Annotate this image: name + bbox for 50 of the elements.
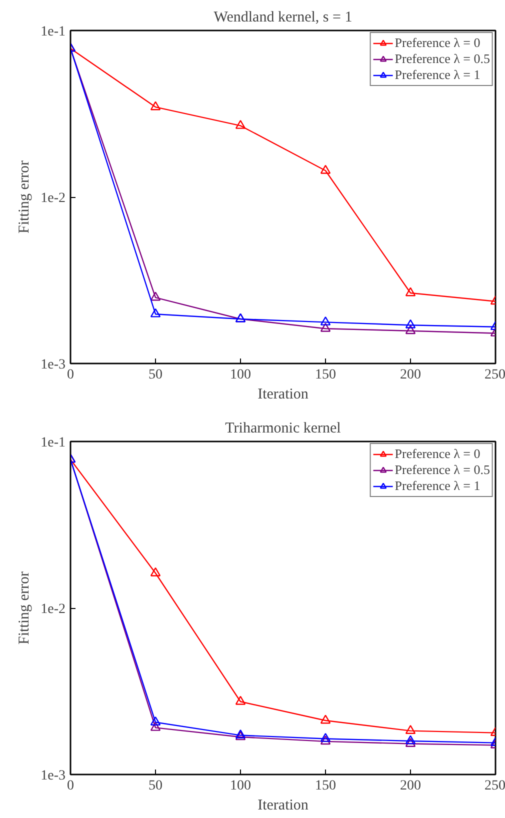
y-tick-label: 1e-3 [40, 358, 66, 372]
y-tick-label: 1e-1 [40, 436, 66, 450]
legend-label: Preference λ = 0 [394, 446, 480, 462]
point [150, 101, 161, 110]
x-tick-label: 50 [148, 778, 162, 794]
x-tick-label: 150 [315, 368, 336, 382]
point [405, 319, 416, 328]
x-tick-label: 0 [67, 778, 74, 794]
point [405, 325, 416, 334]
x-axis-title: Iteration [258, 798, 309, 814]
y-tick-label: 1e-2 [40, 191, 66, 206]
x-tick-label: 100 [230, 778, 251, 794]
legend-label: Preference λ = 0.5 [394, 51, 490, 67]
y-axis-title: Fitting error [16, 160, 33, 234]
point [320, 322, 331, 332]
y-axis-title: Fitting error [16, 572, 33, 644]
legend-label: Preference λ = 1 [394, 478, 480, 494]
legend-label: Preference λ = 0.5 [394, 462, 490, 478]
point [235, 696, 246, 705]
x-tick-label: 150 [315, 778, 336, 794]
point [320, 316, 331, 326]
x-tick-label: 200 [400, 778, 421, 794]
point [235, 120, 246, 129]
x-tick-label: 250 [484, 368, 505, 382]
x-axis-title: Iteration [258, 386, 309, 402]
chart-title: Wendland kernel, s = 1 [214, 10, 352, 26]
point [320, 732, 331, 742]
x-tick-label: 0 [67, 368, 74, 382]
y-tick-label: 1e-1 [40, 24, 66, 40]
y-tick-label: 1e-3 [40, 768, 66, 784]
point [320, 164, 331, 174]
point [150, 716, 161, 726]
point [150, 722, 161, 731]
point [150, 308, 161, 318]
y-tick-label: 1e-2 [40, 602, 66, 617]
point [150, 292, 161, 301]
point [405, 735, 416, 744]
x-tick-label: 50 [148, 368, 162, 382]
point [150, 567, 161, 576]
x-tick-label: 250 [484, 778, 505, 794]
point [405, 738, 416, 747]
point [320, 736, 331, 745]
x-tick-label: 100 [230, 368, 251, 382]
x-tick-label: 200 [400, 368, 421, 382]
point [405, 725, 416, 734]
point [405, 287, 416, 296]
legend-label: Preference λ = 0 [394, 35, 480, 51]
legend-label: Preference λ = 1 [394, 67, 480, 83]
point [320, 714, 331, 724]
chart-title: Triharmonic kernel [225, 420, 341, 436]
